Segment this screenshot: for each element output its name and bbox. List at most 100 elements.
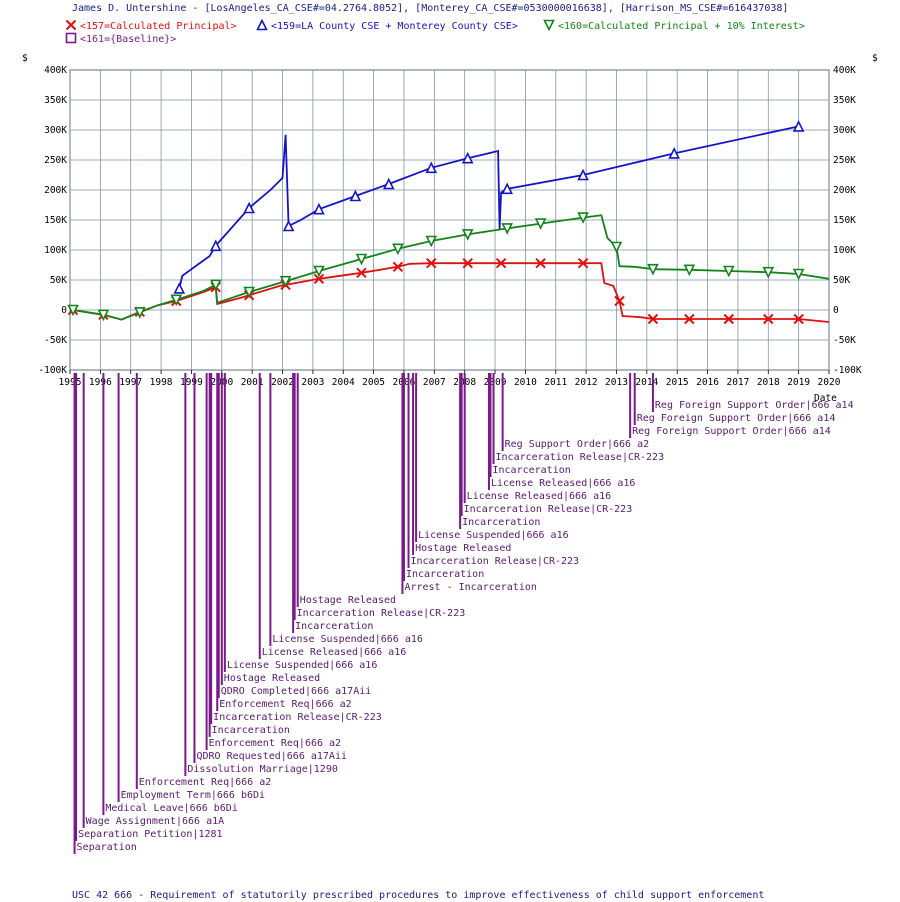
data-point-triangle-down	[610, 241, 623, 254]
y-tick-label-right: 350K	[833, 95, 856, 106]
x-tick-label: 2018	[757, 377, 780, 388]
x-tick-label: 2004	[332, 377, 355, 388]
plot-grid	[69, 69, 830, 371]
data-point-triangle-down	[762, 266, 775, 279]
data-point-triangle-down	[723, 265, 735, 278]
event-label: Incarceration Release|CR-223	[464, 504, 633, 515]
data-point-triangle-down	[279, 275, 292, 288]
data-point-triangle-down	[134, 307, 146, 319]
data-point-x	[684, 313, 695, 325]
event-label: Incarceration Release|CR-223	[496, 452, 665, 463]
x-tick-label: 2014	[635, 377, 658, 388]
y-tick-label-right: 50K	[833, 275, 850, 286]
y-tick-label-left: 200K	[44, 185, 67, 196]
y-tick-label-left: 0	[61, 305, 67, 316]
event-label: Reg Support Order|666 a2	[505, 439, 650, 450]
event-label: Reg Foreign Support Order|666 a14	[655, 400, 854, 411]
data-point-triangle-up	[282, 219, 295, 232]
data-point-x	[426, 257, 437, 269]
event-label: QDRO Requested|666 a17Aii	[196, 751, 347, 762]
y-tick-label-right: 0	[833, 305, 839, 316]
x-tick-label: 2019	[787, 377, 810, 388]
y-tick-label-right: -50K	[833, 335, 856, 346]
event-label: Arrest - Incarceration	[404, 582, 536, 593]
event-label: Incarceration Release|CR-223	[297, 608, 466, 619]
event-label: QDRO Completed|666 a17Aii	[221, 686, 372, 697]
x-tick-label: 2013	[605, 377, 628, 388]
y-tick-label-right: 150K	[833, 215, 856, 226]
x-tick-label: 2020	[818, 377, 841, 388]
x-tick-label: 2002	[271, 377, 294, 388]
event-label: Enforcement Req|666 a2	[219, 699, 351, 710]
event-label: License Released|666 a16	[491, 478, 636, 489]
data-point-triangle-up	[668, 147, 680, 159]
series-line-0	[72, 262, 830, 323]
data-point-triangle-down	[543, 19, 555, 32]
y-axis-label-left: $	[22, 53, 28, 64]
data-point-triangle-down	[683, 264, 696, 277]
data-point-triangle-down	[425, 235, 438, 248]
x-axis-label: Date	[814, 393, 837, 404]
legend-entry-1: <159=LA County CSE + Monterey County CSE…	[271, 21, 518, 32]
event-label: Separation Petition|1281	[78, 829, 223, 840]
x-tick-label: 1998	[150, 377, 173, 388]
data-point-x	[462, 257, 473, 269]
y-tick-label-right: 400K	[833, 65, 856, 76]
x-ticks: 1995199619971998199920002001200220032004…	[59, 370, 841, 388]
event-label: Hostage Released	[300, 595, 396, 606]
x-tick-label: 1997	[119, 377, 142, 388]
footnote: USC 42 666 - Requirement of statutorily …	[72, 890, 764, 901]
data-point-triangle-down	[243, 286, 255, 299]
x-tick-label: 2003	[301, 377, 324, 388]
x-tick-label: 2016	[696, 377, 719, 388]
y-tick-label-left: 250K	[44, 155, 67, 166]
y-tick-label-left: 300K	[44, 125, 67, 136]
x-tick-label: 2007	[423, 377, 446, 388]
x-tick-label: 2001	[241, 377, 264, 388]
data-point-triangle-down	[313, 265, 325, 278]
event-label: License Released|666 a16	[262, 647, 407, 658]
event-label: Reg Foreign Support Order|666 a14	[632, 426, 831, 437]
data-point-x	[313, 273, 325, 285]
data-point-triangle-up	[173, 282, 186, 294]
data-point-triangle-down	[647, 263, 659, 276]
y-tick-label-left: 100K	[44, 245, 67, 256]
data-point-triangle-up	[461, 151, 474, 164]
data-point-x	[65, 19, 77, 31]
data-point-triangle-down	[170, 294, 183, 307]
y-tick-label-left: 150K	[44, 215, 67, 226]
data-point-triangle-up	[577, 168, 589, 181]
series-layer	[67, 120, 830, 325]
data-point-x	[614, 295, 625, 307]
event-annotations: Separation Separation Petition|1281 Wage A…	[73, 373, 854, 854]
x-tick-label: 2009	[484, 377, 507, 388]
event-label: Incarceration Release|CR-223	[213, 712, 382, 723]
data-point-triangle-down	[67, 304, 79, 317]
data-point-x	[793, 313, 804, 325]
data-point-triangle-down	[461, 229, 474, 241]
data-point-triangle-down	[355, 253, 368, 266]
data-point-triangle-up	[209, 239, 222, 252]
event-label: Reg Foreign Support Order|666 a14	[637, 413, 836, 424]
event-label: Incarceration Release|CR-223	[411, 556, 580, 567]
data-point-triangle-down	[97, 309, 110, 322]
event-label: Hostage Released	[415, 543, 511, 554]
y-tick-label-left: -100K	[38, 365, 67, 376]
data-point-triangle-up	[349, 189, 362, 202]
event-label: Incarceration	[295, 621, 373, 632]
data-point-triangle-up	[313, 202, 325, 215]
data-point-triangle-down	[392, 243, 404, 256]
event-label: Incarceration	[212, 725, 290, 736]
data-point-triangle-up	[382, 177, 395, 190]
y-tick-label-left: -50K	[44, 335, 67, 346]
y-tick-label-right: 250K	[833, 155, 856, 166]
event-label: Enforcement Req|666 a2	[209, 738, 341, 749]
legend-entry-3: <161={Baseline}>	[80, 34, 176, 45]
x-tick-label: 2011	[544, 377, 567, 388]
x-tick-label: 1996	[89, 377, 112, 388]
data-point-triangle-down	[209, 279, 222, 292]
y-tick-label-right: -100K	[833, 365, 862, 376]
event-label: Dissolution Marriage|1290	[187, 764, 338, 775]
event-label: Incarceration	[462, 517, 540, 528]
data-point-triangle-up	[425, 161, 438, 174]
